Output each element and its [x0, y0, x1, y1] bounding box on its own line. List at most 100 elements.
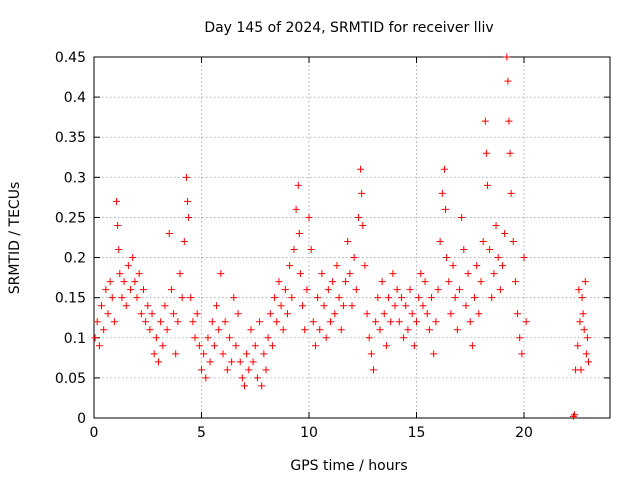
- data-point: [578, 294, 586, 302]
- data-point: [436, 238, 444, 246]
- data-point: [486, 246, 494, 254]
- data-point: [481, 117, 489, 125]
- data-point: [110, 318, 118, 326]
- data-point: [357, 165, 365, 173]
- data-point: [213, 302, 221, 310]
- data-point: [499, 262, 506, 270]
- x-tick-label: 10: [300, 425, 318, 441]
- data-point: [335, 294, 343, 302]
- data-point: [264, 334, 272, 342]
- data-point: [253, 374, 261, 382]
- data-point: [504, 77, 512, 85]
- data-point: [193, 310, 201, 318]
- data-point: [116, 270, 124, 278]
- data-point: [155, 358, 162, 366]
- data-point: [104, 310, 112, 318]
- data-point: [410, 342, 418, 350]
- data-point: [417, 270, 425, 278]
- data-point: [365, 334, 373, 342]
- data-point: [100, 326, 108, 334]
- data-point: [333, 262, 341, 270]
- grid-lines: [94, 57, 610, 418]
- data-point: [415, 294, 423, 302]
- data-point: [442, 205, 450, 213]
- data-point: [511, 278, 519, 286]
- data-point: [249, 358, 257, 366]
- data-point: [167, 286, 175, 294]
- data-point: [413, 318, 420, 326]
- data-point: [120, 278, 128, 286]
- data-point: [299, 302, 307, 310]
- data-point: [372, 318, 380, 326]
- data-point: [503, 53, 511, 61]
- data-point: [258, 382, 266, 390]
- data-point: [453, 326, 461, 334]
- data-point: [471, 294, 479, 302]
- data-point: [458, 213, 466, 221]
- data-point: [574, 342, 582, 350]
- data-point: [571, 411, 579, 419]
- data-point: [256, 318, 264, 326]
- y-tick-label: 0.45: [55, 50, 86, 66]
- data-point: [400, 334, 408, 342]
- data-point: [339, 302, 347, 310]
- data-point: [408, 310, 416, 318]
- data-point: [314, 294, 322, 302]
- data-point: [434, 286, 442, 294]
- data-point: [520, 254, 528, 262]
- data-point: [238, 374, 246, 382]
- data-point: [460, 246, 468, 254]
- data-point: [223, 366, 231, 374]
- data-point: [346, 270, 354, 278]
- data-point: [273, 318, 281, 326]
- data-point: [391, 302, 399, 310]
- data-point: [150, 350, 158, 358]
- data-point: [389, 270, 397, 278]
- data-point: [251, 342, 259, 350]
- data-point: [182, 173, 190, 181]
- data-point: [243, 350, 251, 358]
- data-point: [219, 350, 227, 358]
- data-point: [580, 326, 588, 334]
- data-point: [421, 278, 429, 286]
- x-tick-labels: 0 5 10 15 20: [90, 425, 533, 441]
- data-point: [352, 286, 360, 294]
- data-point: [108, 294, 116, 302]
- data-point: [195, 342, 203, 350]
- data-point: [451, 294, 459, 302]
- data-point: [419, 302, 427, 310]
- data-point: [363, 310, 371, 318]
- data-point: [483, 181, 491, 189]
- data-point: [425, 326, 433, 334]
- data-point: [124, 262, 132, 270]
- data-point: [575, 286, 583, 294]
- data-point: [292, 205, 300, 213]
- data-point: [172, 350, 180, 358]
- data-point: [404, 326, 412, 334]
- data-point: [277, 302, 285, 310]
- data-point: [331, 310, 339, 318]
- data-point: [236, 358, 244, 366]
- data-point: [176, 270, 184, 278]
- x-tick-label: 5: [197, 425, 206, 441]
- data-point: [488, 294, 496, 302]
- data-point: [286, 262, 294, 270]
- data-point: [189, 318, 197, 326]
- data-point: [268, 342, 276, 350]
- data-point: [303, 286, 311, 294]
- data-point: [569, 412, 577, 420]
- data-point: [200, 350, 208, 358]
- data-point: [462, 302, 470, 310]
- data-point: [245, 366, 253, 374]
- data-point: [577, 366, 585, 374]
- data-point: [358, 189, 366, 197]
- data-point: [106, 278, 114, 286]
- data-point: [583, 334, 591, 342]
- data-point: [307, 246, 315, 254]
- data-point: [445, 278, 453, 286]
- data-point: [376, 326, 384, 334]
- data-point: [385, 294, 393, 302]
- data-point: [210, 342, 218, 350]
- data-point: [350, 254, 358, 262]
- data-point: [477, 278, 485, 286]
